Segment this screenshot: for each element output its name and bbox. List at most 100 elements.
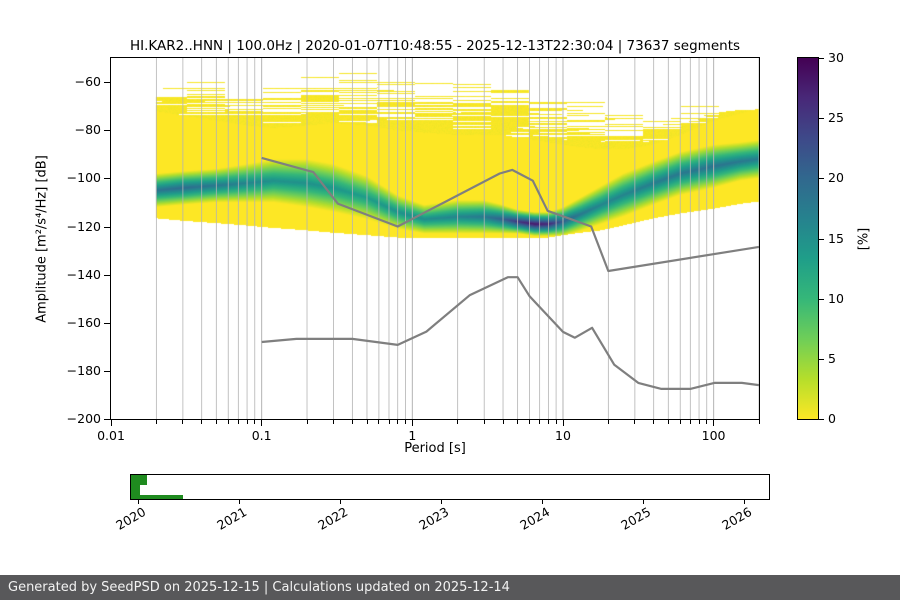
x-major-tick [261, 420, 263, 426]
y-tick-label: −100 [66, 170, 101, 186]
timeline-year-label: 2023 [416, 504, 452, 533]
x-minor-tick [201, 420, 203, 424]
x-minor-tick [706, 420, 708, 424]
y-tick [104, 130, 110, 132]
x-minor-tick [227, 420, 229, 424]
timeline-year-tick [138, 500, 140, 504]
x-minor-tick [237, 420, 239, 424]
x-minor-tick [457, 420, 459, 424]
x-tick-label: 0.01 [97, 428, 125, 443]
y-axis-label: Amplitude [m²/s⁴/Hz] [dB] [34, 155, 50, 323]
y-tick-label: −160 [66, 314, 101, 330]
ppsd-plot-area [110, 57, 760, 420]
y-tick-label: −80 [74, 122, 101, 138]
y-tick-label: −60 [74, 74, 101, 90]
coverage-timeline [130, 474, 770, 500]
x-tick-label: 10 [555, 428, 571, 443]
timeline-year-tick [743, 500, 745, 504]
x-major-tick [713, 420, 715, 426]
colorbar-tick-label: 15 [828, 230, 844, 246]
timeline-green-segment [131, 495, 183, 499]
colorbar-tick [819, 58, 824, 59]
y-tick [104, 178, 110, 180]
colorbar-tick-label: 25 [828, 110, 844, 126]
x-minor-tick [758, 420, 760, 424]
timeline-year-tick [541, 500, 543, 504]
y-tick-label: −200 [66, 411, 101, 426]
y-tick-label: −180 [66, 362, 101, 378]
colorbar-tick [819, 238, 824, 240]
y-tick [104, 322, 110, 324]
x-tick-label: 0.1 [251, 428, 272, 443]
colorbar-tick-label: 10 [828, 290, 844, 306]
plot-title: HI.KAR2..HNN | 100.0Hz | 2020-01-07T10:4… [129, 38, 741, 54]
ppsd-heatmap-canvas [111, 58, 759, 419]
x-minor-tick [155, 420, 157, 424]
y-tick [104, 370, 110, 372]
x-minor-tick [555, 420, 557, 424]
x-minor-tick [607, 420, 609, 424]
timeline-year-tick [340, 500, 341, 504]
x-axis-label: Period [s] [404, 441, 466, 456]
x-tick-label: 1 [408, 428, 417, 443]
x-tick-label: 100 [701, 428, 726, 443]
y-tick [104, 226, 110, 228]
colorbar-tick [819, 298, 824, 300]
x-major-tick [110, 420, 112, 426]
x-major-tick [562, 420, 564, 426]
x-minor-tick [547, 420, 549, 424]
timeline-green-segment [131, 475, 148, 486]
y-tick-label: −140 [66, 266, 101, 282]
timeline-year-label: 2020 [113, 504, 149, 533]
x-minor-tick [397, 420, 399, 424]
y-tick [104, 274, 110, 276]
colorbar-tick-label: 30 [828, 50, 844, 65]
timeline-year-tick [440, 500, 442, 504]
colorbar-tick-label: 20 [828, 170, 844, 186]
x-minor-tick [182, 420, 184, 424]
x-minor-tick [653, 420, 655, 424]
colorbar-tick-label: 0 [828, 411, 836, 426]
colorbar-tick [819, 419, 824, 420]
timeline-year-label: 2025 [618, 504, 654, 533]
x-minor-tick [698, 420, 700, 424]
footer-bar: Generated by SeedPSD on 2025-12-15 | Cal… [0, 575, 900, 600]
x-minor-tick [634, 420, 636, 424]
x-minor-tick [215, 420, 217, 424]
timeline-year-label: 2021 [214, 504, 250, 533]
x-minor-tick [351, 420, 353, 424]
colorbar-tick [819, 358, 824, 360]
x-minor-tick [378, 420, 380, 424]
timeline-year-tick [239, 500, 240, 504]
colorbar [797, 57, 819, 420]
x-minor-tick [529, 420, 531, 424]
timeline-year-tick [642, 500, 644, 504]
timeline-year-label: 2026 [719, 504, 755, 533]
x-minor-tick [667, 420, 669, 424]
x-minor-tick [366, 420, 368, 424]
x-minor-tick [254, 420, 256, 424]
colorbar-tick [819, 118, 824, 120]
x-minor-tick [483, 420, 485, 424]
x-minor-tick [539, 420, 541, 424]
colorbar-label: [%] [856, 227, 872, 251]
x-minor-tick [689, 420, 691, 424]
x-major-tick [411, 420, 413, 426]
y-tick [104, 419, 110, 420]
nlnm-line [261, 276, 759, 390]
timeline-year-label: 2024 [517, 504, 553, 533]
x-minor-tick [306, 420, 308, 424]
colorbar-tick [819, 178, 824, 180]
x-minor-tick [679, 420, 681, 424]
y-tick [104, 82, 110, 84]
nhnm-line [261, 156, 759, 273]
x-minor-tick [388, 420, 390, 424]
plot-overlay-svg [155, 58, 759, 419]
x-minor-tick [502, 420, 504, 424]
x-minor-tick [333, 420, 334, 424]
timeline-year-label: 2022 [315, 504, 351, 533]
colorbar-tick-label: 5 [828, 350, 836, 366]
y-tick-label: −120 [66, 218, 101, 234]
timeline-green-segment [131, 485, 141, 496]
